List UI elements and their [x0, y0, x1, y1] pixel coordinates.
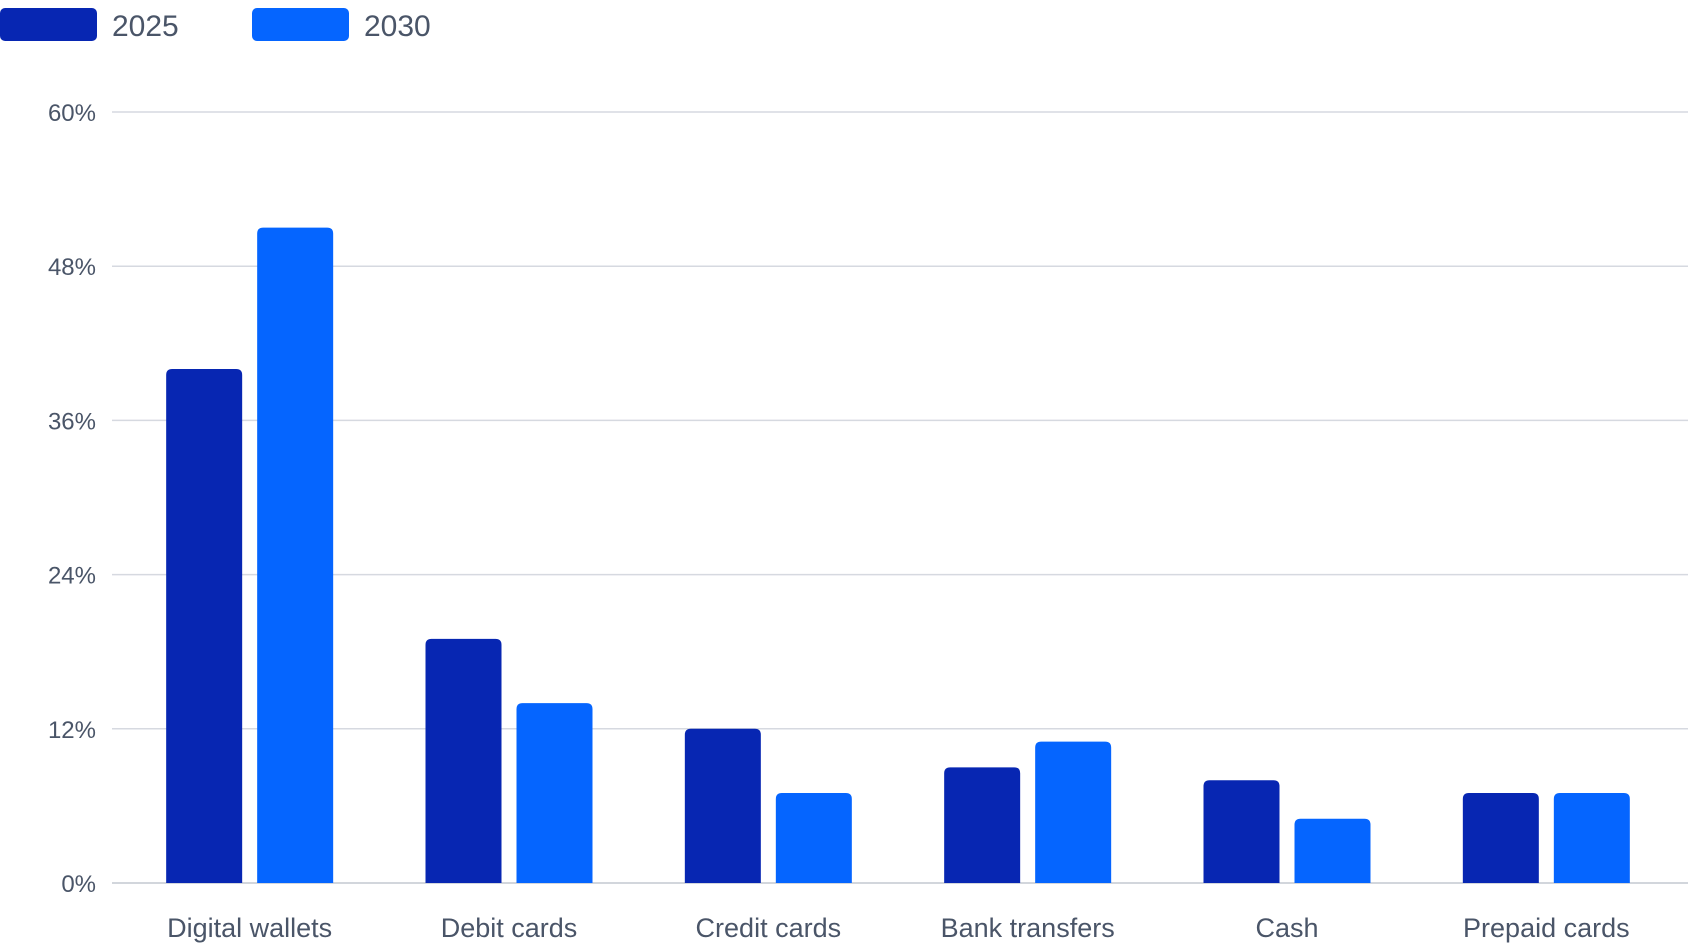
- bar-2025-digital-wallets[interactable]: [166, 369, 243, 883]
- legend-swatch: [0, 8, 97, 41]
- bar-2025-prepaid-cards[interactable]: [1462, 793, 1539, 883]
- bar-2030-cash[interactable]: [1294, 818, 1371, 883]
- bar-2025-cash[interactable]: [1203, 780, 1280, 883]
- y-tick-label: 36%: [48, 408, 96, 435]
- y-tick-label: 12%: [48, 717, 96, 744]
- x-tick-label: Cash: [1255, 913, 1318, 943]
- bar-2030-credit-cards[interactable]: [775, 793, 852, 883]
- y-tick-label: 24%: [48, 563, 96, 590]
- x-tick-label: Digital wallets: [167, 913, 332, 943]
- y-tick-label: 0%: [61, 871, 96, 898]
- bar-2025-bank-transfers[interactable]: [944, 767, 1021, 883]
- x-tick-label: Prepaid cards: [1463, 913, 1630, 943]
- x-tick-label: Credit cards: [696, 913, 842, 943]
- bar-2025-credit-cards[interactable]: [684, 728, 761, 883]
- x-tick-label: Debit cards: [441, 913, 578, 943]
- legend-swatch: [252, 8, 349, 41]
- legend-label: 2030: [364, 10, 431, 43]
- bar-2030-bank-transfers[interactable]: [1035, 741, 1112, 883]
- bar-2025-debit-cards[interactable]: [425, 638, 502, 883]
- bar-2030-digital-wallets[interactable]: [257, 227, 334, 883]
- y-tick-label: 60%: [48, 100, 96, 127]
- x-tick-label: Bank transfers: [941, 913, 1115, 943]
- legend-item-2025[interactable]: 2025: [0, 8, 179, 43]
- bar-2030-prepaid-cards[interactable]: [1553, 793, 1630, 883]
- y-tick-label: 48%: [48, 254, 96, 281]
- bar-2030-debit-cards[interactable]: [516, 703, 593, 883]
- legend-item-2030[interactable]: 2030: [252, 8, 431, 43]
- legend-label: 2025: [112, 10, 179, 43]
